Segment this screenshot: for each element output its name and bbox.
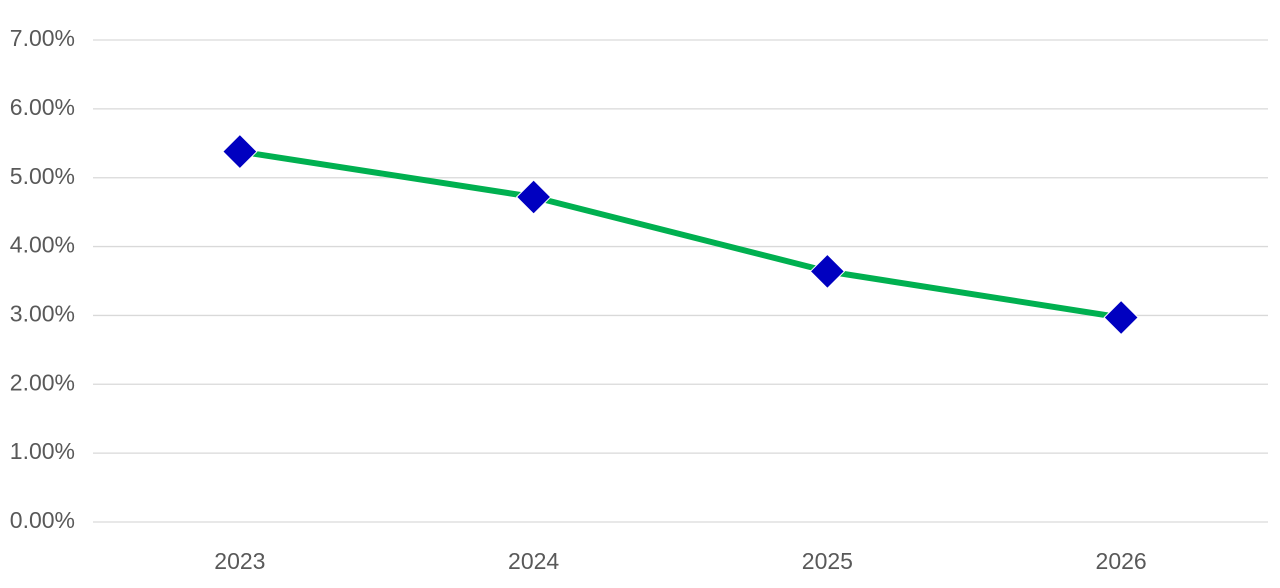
data-point-marker: [515, 179, 552, 215]
data-point-markers: [222, 133, 1139, 336]
y-tick-label: 5.00%: [10, 163, 75, 189]
data-point-marker: [1103, 299, 1139, 336]
x-tick-label: 2026: [1096, 548, 1147, 574]
x-tick-label: 2024: [508, 548, 559, 574]
y-tick-label: 0.00%: [10, 507, 75, 533]
data-point-marker: [809, 253, 846, 290]
x-tick-label: 2025: [802, 548, 853, 574]
y-tick-label: 4.00%: [10, 232, 75, 258]
y-tick-label: 6.00%: [10, 94, 75, 120]
y-tick-label: 1.00%: [10, 438, 75, 464]
x-axis-tick-labels: 2023 2024 2025 2026: [214, 548, 1146, 574]
x-tick-label: 2023: [214, 548, 265, 574]
series-lines: [236, 148, 1125, 321]
series-line: [236, 148, 1125, 321]
data-point-marker: [222, 133, 258, 170]
y-axis-tick-labels: 0.00% 1.00% 2.00% 3.00% 4.00% 5.00% 6.00% 7.00%: [10, 25, 75, 533]
y-tick-label: 2.00%: [10, 369, 75, 395]
y-tick-label: 3.00%: [10, 301, 75, 327]
gridlines: [93, 39, 1268, 523]
y-tick-label: 7.00%: [10, 25, 75, 51]
